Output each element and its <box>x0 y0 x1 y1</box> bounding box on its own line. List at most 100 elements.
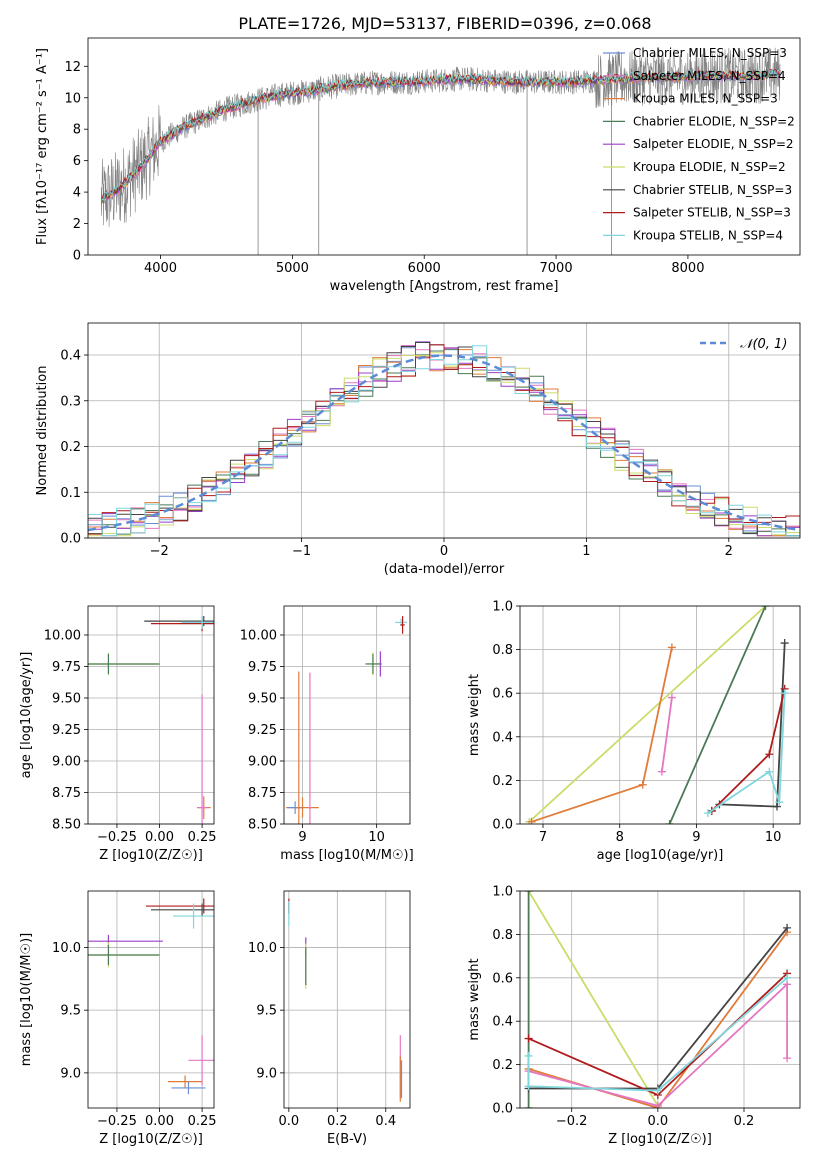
axes-frame <box>283 605 411 825</box>
y-tick-label: 10.00 <box>44 628 81 643</box>
mass-weight-marker <box>524 1082 533 1091</box>
mass-weight-marker <box>524 1051 533 1060</box>
x-tick-label: 2 <box>725 544 733 559</box>
mass-weight-marker <box>783 973 792 982</box>
data-point <box>188 1035 214 1086</box>
y-tick-label: 0.6 <box>492 687 513 702</box>
y-tick-label: 2 <box>73 217 81 232</box>
y-tick-label: 0.0 <box>60 532 81 547</box>
y-tick-label: 9.0 <box>256 1066 277 1081</box>
plot-area <box>100 47 781 255</box>
y-tick-label: 8.75 <box>52 786 81 801</box>
mass-weight-marker <box>653 1101 662 1108</box>
data-point <box>308 672 312 824</box>
mass-weight-marker <box>653 1086 662 1095</box>
x-tick-label: 7 <box>539 830 547 845</box>
legend-entry: 𝒩(0, 1) <box>740 337 787 352</box>
mass-weight-marker <box>765 767 774 776</box>
y-tick-label: 0 <box>73 249 81 264</box>
x-tick-label: 0 <box>440 544 448 559</box>
x-tick-label: 1 <box>582 544 590 559</box>
data-point <box>196 694 208 824</box>
y-tick-label: 0.6 <box>492 971 513 986</box>
data-point <box>181 616 214 629</box>
mass-weight-line <box>527 977 788 1092</box>
x-tick-label: 0.2 <box>734 1114 755 1129</box>
x-tick-label: 8 <box>616 830 624 845</box>
x-tick-label: −0.2 <box>556 1114 588 1129</box>
y-tick-label: 10.0 <box>52 941 81 956</box>
x-tick-label: 5000 <box>276 261 309 276</box>
mass-weight-marker <box>524 1034 533 1043</box>
plot-area <box>524 891 792 1108</box>
y-axis-label: mass [log10(M/M☉)] <box>19 933 34 1066</box>
plot-area <box>288 898 403 1102</box>
data-point <box>400 616 405 634</box>
x-tick-label: 9 <box>298 830 306 845</box>
x-tick-label: −0.25 <box>97 1114 137 1129</box>
x-tick-label: 6000 <box>408 261 441 276</box>
x-tick-label: 0.25 <box>188 830 217 845</box>
x-tick-label: 8000 <box>671 261 704 276</box>
model-spectrum-line <box>101 70 781 201</box>
mass-weight-line <box>527 891 659 1107</box>
axes-frame <box>283 890 411 1109</box>
x-tick-label: 0.00 <box>145 1114 174 1129</box>
legend-entry: Chabrier ELODIE, N_SSP=2 <box>633 114 795 128</box>
data-point <box>145 898 214 914</box>
mass-weight-marker <box>761 606 770 610</box>
legend-entry: Salpeter MILES, N_SSP=4 <box>633 69 786 83</box>
plot-area <box>88 616 214 824</box>
y-tick-label: 9.50 <box>248 691 277 706</box>
mass-weight-line <box>531 647 673 823</box>
mass-weight-marker <box>765 750 774 759</box>
x-axis-label: wavelength [Angstrom, rest frame] <box>330 279 559 294</box>
plot-residuals: −2 −1 0 1 2 0.0 0.1 0.2 0.3 0.4 (data-model)/error… <box>35 322 801 577</box>
model-spectrum-line <box>100 68 781 200</box>
plot-area <box>88 341 800 537</box>
y-tick-label: 8.50 <box>52 818 81 833</box>
y-tick-label: 0.8 <box>492 928 513 943</box>
y-tick-label: 9.00 <box>248 754 277 769</box>
residual-histogram <box>88 345 800 537</box>
plot-age-vs-mass: 9 10 8.50 8.75 9.00 9.25 9.50 9.75 10.00 mass [lo… <box>240 605 414 863</box>
x-tick-label: −0.25 <box>97 830 137 845</box>
y-tick-label: 0.8 <box>492 643 513 658</box>
y-tick-label: 1.0 <box>492 885 513 900</box>
y-tick-label: 10.00 <box>240 628 277 643</box>
y-tick-label: 9.25 <box>248 723 277 738</box>
mass-weight-marker <box>524 891 533 895</box>
axes-frame <box>87 322 801 539</box>
mass-weight-marker <box>780 689 789 698</box>
plot-age-vs-Z: −0.25 0.00 0.25 8.50 8.75 9.00 9.25 9.50 9.75 10.… <box>19 605 217 863</box>
axes-frame <box>87 890 215 1109</box>
y-tick-label: 0.2 <box>492 774 513 789</box>
y-tick-label: 0.2 <box>60 440 81 455</box>
axes-frame <box>519 605 801 825</box>
data-point <box>168 1075 203 1088</box>
y-tick-label: 0.1 <box>60 486 81 501</box>
legend-entry: Kroupa ELODIE, N_SSP=2 <box>633 160 786 174</box>
plot-massweight-vs-Z: −0.2 0.0 0.2 0.0 0.2 0.4 0.6 0.8 1.0 Z [log10(Z/Z… <box>467 885 801 1147</box>
y-tick-label: 0.3 <box>60 394 81 409</box>
plots-layer: 4000 5000 6000 7000 8000024681012wavelength … <box>19 37 801 1147</box>
y-tick-label: 9.0 <box>60 1066 81 1081</box>
legend-entry: Salpeter STELIB, N_SSP=3 <box>633 206 791 220</box>
legend: 𝒩(0, 1) <box>700 337 787 352</box>
y-tick-label: 9.00 <box>52 754 81 769</box>
y-tick-label: 0.4 <box>492 730 513 745</box>
x-axis-label: Z [log10(Z/Z☉)] <box>608 1132 712 1147</box>
y-tick-label: 0.0 <box>492 1102 513 1117</box>
y-tick-label: 9.5 <box>60 1004 81 1019</box>
plot-area <box>525 606 789 824</box>
legend-entry: Salpeter ELODIE, N_SSP=2 <box>633 137 794 151</box>
x-tick-label: 0.2 <box>327 1114 348 1129</box>
plot-mass-vs-Z: −0.25 0.00 0.25 9.0 9.5 10.0 Z [log10(Z/Z☉)] ma… <box>19 890 217 1147</box>
model-spectrum-line <box>100 68 781 202</box>
model-spectrum-line <box>100 70 781 202</box>
y-tick-label: 8.75 <box>248 786 277 801</box>
legend-entry: Chabrier MILES, N_SSP=3 <box>633 46 787 60</box>
mass-weight-marker <box>783 1054 792 1063</box>
mass-weight-line <box>661 697 673 772</box>
